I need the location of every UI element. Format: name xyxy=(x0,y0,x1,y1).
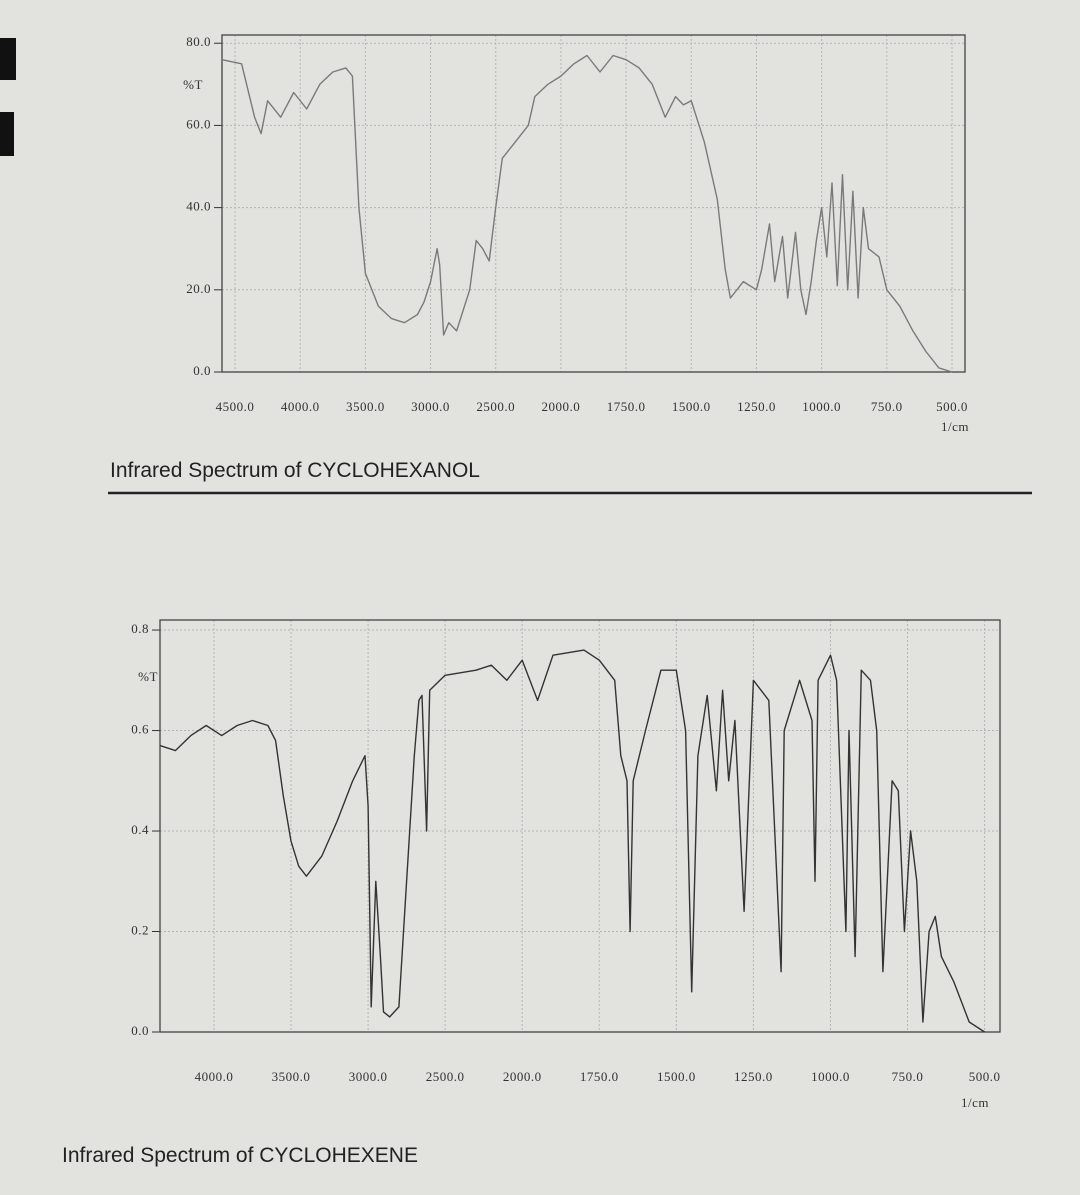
x-tick-label: 1250.0 xyxy=(737,399,776,414)
x-tick-label: 1750.0 xyxy=(580,1069,619,1084)
x-tick-label: 2000.0 xyxy=(542,399,581,414)
y-tick-label: 0.2 xyxy=(131,922,149,937)
x-tick-label: 4000.0 xyxy=(195,1069,234,1084)
x-tick-label: 3500.0 xyxy=(272,1069,311,1084)
x-tick-label: 3000.0 xyxy=(349,1069,388,1084)
x-tick-label: 3500.0 xyxy=(346,399,385,414)
x-tick-label: 2500.0 xyxy=(476,399,515,414)
x-tick-label: 500.0 xyxy=(969,1069,1001,1084)
x-tick-label: 1000.0 xyxy=(811,1069,850,1084)
spectrum-line xyxy=(221,54,953,373)
x-tick-label: 1500.0 xyxy=(657,1069,696,1084)
x-tick-label: 1750.0 xyxy=(607,399,646,414)
y-tick-label: 0.4 xyxy=(131,822,149,837)
x-tick-label: 1250.0 xyxy=(734,1069,773,1084)
y-tick-label: 0.6 xyxy=(131,722,149,737)
x-tick-label: 1500.0 xyxy=(672,399,711,414)
y-tick-label: 0.0 xyxy=(193,363,211,378)
y-tick-label: 0.8 xyxy=(131,621,149,636)
plot-frame xyxy=(221,34,966,373)
y-tick-label: 40.0 xyxy=(186,199,211,214)
x-tick-label: 4500.0 xyxy=(216,399,255,414)
y-tick-label: 80.0 xyxy=(186,34,211,49)
x-tick-label: 3000.0 xyxy=(411,399,450,414)
y-axis-label: %T xyxy=(183,77,203,92)
x-tick-label: 4000.0 xyxy=(281,399,320,414)
x-tick-label: 500.0 xyxy=(936,399,968,414)
binder-mark xyxy=(0,38,16,80)
x-axis-label: 1/cm xyxy=(941,419,969,434)
x-tick-label: 2500.0 xyxy=(426,1069,465,1084)
chart-title: Infrared Spectrum of CYCLOHEXANOL xyxy=(110,459,480,482)
plot-frame xyxy=(159,619,1001,1033)
x-tick-label: 750.0 xyxy=(871,399,903,414)
y-tick-label: 0.0 xyxy=(131,1023,149,1038)
spectrum-line xyxy=(159,649,985,1033)
x-tick-label: 1000.0 xyxy=(802,399,841,414)
x-tick-label: 2000.0 xyxy=(503,1069,542,1084)
y-axis-label: %T xyxy=(138,669,158,684)
chart-title: Infrared Spectrum of CYCLOHEXENE xyxy=(62,1144,418,1167)
x-tick-label: 750.0 xyxy=(892,1069,924,1084)
y-tick-label: 60.0 xyxy=(186,116,211,131)
y-tick-label: 20.0 xyxy=(186,281,211,296)
binder-mark xyxy=(0,112,14,156)
x-axis-label: 1/cm xyxy=(961,1095,989,1110)
